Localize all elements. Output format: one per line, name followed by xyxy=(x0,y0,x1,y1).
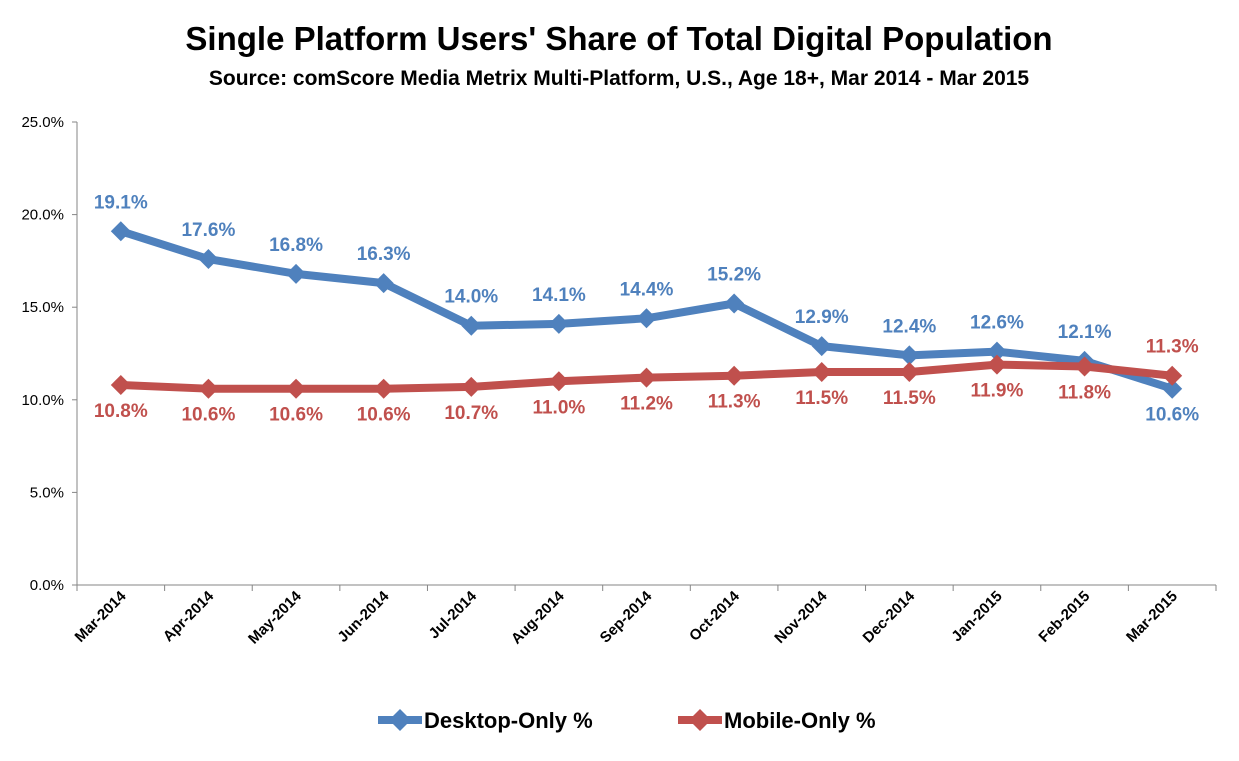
data-point-marker xyxy=(636,308,657,329)
data-point-marker xyxy=(1162,378,1183,399)
data-label: 12.1% xyxy=(1058,322,1112,343)
chart-title: Single Platform Users' Share of Total Di… xyxy=(185,20,1052,57)
data-label: 10.6% xyxy=(1145,405,1199,426)
data-label: 10.6% xyxy=(269,405,323,426)
x-tick-label: Sep-2014 xyxy=(597,587,656,646)
x-tick-label: Jun-2014 xyxy=(334,587,392,645)
x-tick-label: Mar-2015 xyxy=(1123,588,1181,646)
data-label: 12.4% xyxy=(882,316,936,337)
data-point-marker xyxy=(724,365,745,386)
y-tick-label: 10.0% xyxy=(21,392,64,409)
x-tick-label: Jan-2015 xyxy=(948,588,1005,645)
data-point-marker xyxy=(724,293,745,314)
data-label: 11.8% xyxy=(1058,382,1111,403)
data-point-marker xyxy=(548,313,569,334)
data-label: 12.9% xyxy=(795,307,849,328)
x-tick-label: Apr-2014 xyxy=(160,587,218,645)
x-tick-label: Aug-2014 xyxy=(508,587,568,647)
y-tick-label: 5.0% xyxy=(30,484,64,501)
x-tick-label: Jul-2014 xyxy=(426,587,481,642)
data-point-marker xyxy=(373,378,394,399)
data-label: 11.3% xyxy=(1146,337,1199,358)
data-point-marker xyxy=(286,263,307,284)
data-label: 11.9% xyxy=(971,381,1024,402)
data-point-marker xyxy=(110,374,131,395)
legend-label: Desktop-Only % xyxy=(424,708,593,733)
data-point-marker xyxy=(461,315,482,336)
data-label: 10.8% xyxy=(94,401,148,422)
data-point-marker xyxy=(899,345,920,366)
y-tick-label: 25.0% xyxy=(21,114,64,131)
data-point-marker xyxy=(986,354,1007,375)
data-label: 11.5% xyxy=(795,388,848,409)
data-point-marker xyxy=(1074,356,1095,377)
legend-item: Desktop-Only % xyxy=(378,708,593,733)
legend-label: Mobile-Only % xyxy=(724,708,876,733)
data-label: 15.2% xyxy=(707,264,761,285)
legend-marker xyxy=(689,709,711,731)
data-point-marker xyxy=(286,378,307,399)
data-point-marker xyxy=(373,273,394,294)
data-label: 11.3% xyxy=(708,392,761,413)
data-point-marker xyxy=(548,371,569,392)
chart-subtitle: Source: comScore Media Metrix Multi-Plat… xyxy=(209,67,1030,90)
data-point-marker xyxy=(986,341,1007,362)
data-label: 10.7% xyxy=(444,403,498,424)
series-desktop-only: 19.1% 17.6% 16.8% 16.3% 14.0% 14.1% 14.4% 15.2%… xyxy=(94,192,1199,425)
data-label: 19.1% xyxy=(94,192,148,213)
data-point-marker xyxy=(110,221,131,242)
x-tick-label: May-2014 xyxy=(245,587,305,647)
x-tick-label: Dec-2014 xyxy=(860,587,919,646)
x-tick-label: Oct-2014 xyxy=(686,587,743,644)
data-point-marker xyxy=(198,378,219,399)
x-tick-label: Mar-2014 xyxy=(72,587,130,645)
series-lines: 19.1% 17.6% 16.8% 16.3% 14.0% 14.1% 14.4% 15.2%… xyxy=(94,192,1199,425)
legend-item: Mobile-Only % xyxy=(678,708,876,733)
y-tick-label: 0.0% xyxy=(30,577,64,594)
data-point-marker xyxy=(636,367,657,388)
data-point-marker xyxy=(811,336,832,357)
data-label: 10.6% xyxy=(181,405,235,426)
data-point-marker xyxy=(1162,365,1183,386)
data-label: 14.4% xyxy=(620,279,674,300)
data-label: 11.2% xyxy=(620,394,673,415)
x-tick-label: Nov-2014 xyxy=(771,587,831,647)
data-point-marker xyxy=(198,249,219,270)
data-label: 14.1% xyxy=(532,285,586,306)
data-point-marker xyxy=(899,362,920,383)
data-label: 17.6% xyxy=(181,220,235,241)
y-tick-label: 20.0% xyxy=(21,207,64,224)
series-mobile-only: 10.8% 10.6% 10.6% 10.6% 10.7% 11.0% 11.2% 11.3%… xyxy=(94,337,1199,426)
data-point-marker xyxy=(461,376,482,397)
data-label: 14.0% xyxy=(444,287,498,308)
data-label: 11.0% xyxy=(532,397,585,418)
data-label: 16.8% xyxy=(269,235,323,256)
data-label: 16.3% xyxy=(357,244,411,265)
data-point-marker xyxy=(811,362,832,383)
data-label: 11.5% xyxy=(883,388,936,409)
data-label: 10.6% xyxy=(357,405,411,426)
legend: Desktop-Only % Mobile-Only % xyxy=(378,708,876,733)
legend-marker xyxy=(389,709,411,731)
x-tick-label: Feb-2015 xyxy=(1035,588,1093,646)
data-label: 12.6% xyxy=(970,313,1024,334)
y-tick-label: 15.0% xyxy=(21,299,64,316)
